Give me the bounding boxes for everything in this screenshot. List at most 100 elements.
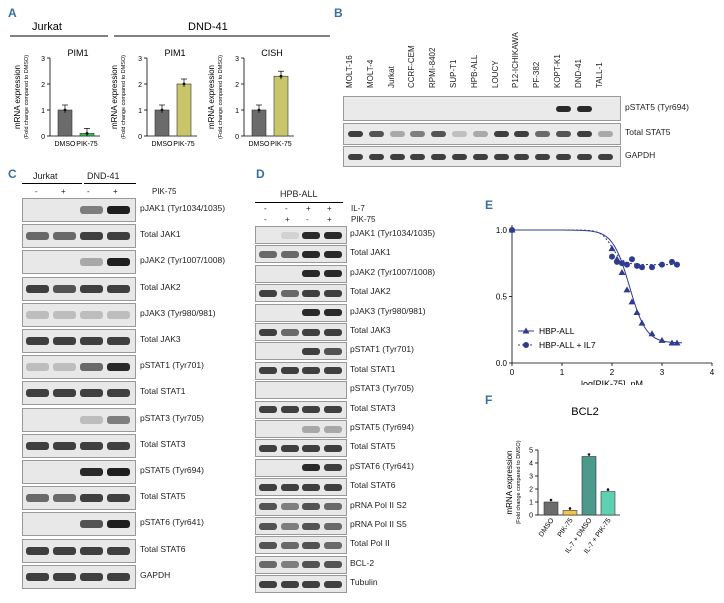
panel-c-band — [80, 441, 103, 450]
panel-d-blot — [255, 381, 347, 400]
panel-d-band — [302, 483, 320, 491]
panel-e-legend-marker — [522, 327, 530, 334]
panel-b-band — [597, 131, 613, 137]
panel-d-band — [280, 580, 299, 588]
panel-c-underline-dnd41 — [84, 183, 136, 184]
panel-d-pik75-sign: + — [327, 215, 332, 224]
panel-b-blot — [343, 96, 621, 121]
panel-c-blot — [22, 224, 136, 249]
panel-c-band — [26, 284, 49, 293]
panel-d-blot — [255, 458, 347, 477]
panel-c-cell-jurkat: Jurkat — [33, 171, 58, 181]
panel-d-band — [259, 503, 277, 511]
panel-d-blot-label: Total STAT6 — [350, 480, 396, 491]
panel-b-blot — [343, 123, 621, 145]
panel-d-blot-label: Total STAT1 — [350, 363, 396, 374]
panel-c-band — [107, 337, 130, 345]
panel-b-band — [493, 131, 509, 137]
panel-d-band — [259, 444, 277, 452]
panel-b-band — [597, 153, 613, 160]
panel-c-band — [107, 415, 130, 424]
panel-e-fit-hbp-all — [512, 229, 682, 344]
panel-e-point-hbp-all — [658, 336, 666, 343]
panel-e-legend-label: HBP-ALL — [539, 326, 575, 336]
panel-e-point-hbp-all — [628, 298, 636, 305]
panel-c-band — [80, 494, 103, 503]
panel-d-il7-sign: + — [327, 204, 332, 213]
panel-b-band — [576, 131, 592, 137]
panel-d-band — [302, 541, 320, 549]
panel-d-blot — [255, 226, 347, 244]
panel-d-blot-label: Total JAK2 — [350, 286, 391, 297]
panel-d-il7-sign: - — [264, 204, 267, 213]
panel-d-blot-label: Tubulin — [350, 577, 378, 588]
panel-c-band — [53, 284, 76, 293]
panel-d-blot-label: pJAK2 (Tyr1007/1008) — [350, 266, 436, 277]
panel-b-lane-label: PF-382 — [532, 61, 542, 88]
panel-c-band — [26, 363, 49, 372]
panel-e-point-hbp-all — [673, 339, 681, 346]
panel-c-band — [53, 389, 76, 398]
panel-a-bar — [154, 109, 170, 137]
panel-e-xtick-label: 4 — [710, 368, 715, 377]
panel-b-band — [576, 153, 592, 160]
panel-d-blot — [255, 517, 347, 535]
panel-d-band — [323, 270, 342, 278]
panel-b-band — [556, 153, 571, 160]
panel-d-band — [323, 367, 342, 375]
panel-c-blot-label: pSTAT6 (Tyr641) — [140, 517, 204, 528]
panel-d-band — [323, 464, 342, 472]
panel-d-blot-label: pRNA Pol II S5 — [350, 519, 407, 529]
panel-c-band — [80, 310, 103, 319]
panel-a-ytick-label: 3 — [235, 56, 239, 63]
panel-c-band — [26, 494, 49, 503]
panel-d-band — [259, 367, 277, 375]
panel-d-band — [323, 309, 342, 317]
panel-d-band — [302, 367, 320, 375]
panel-f-title: BCL2 — [571, 406, 599, 418]
panel-d-band — [302, 522, 320, 530]
panel-c-blot — [22, 486, 136, 511]
panel-d-blot-label: BCL-2 — [350, 557, 375, 568]
panel-d-blot — [255, 439, 347, 458]
panel-label-a: A — [8, 6, 17, 20]
panel-e-point-hbp-all — [608, 245, 616, 252]
panel-b-band — [576, 105, 592, 112]
panel-d-blot-label: pSTAT1 (Tyr701) — [350, 344, 414, 355]
panel-c-cell-dnd41: DND-41 — [87, 171, 120, 181]
panel-a-ylabel: mRNA expression — [110, 65, 119, 129]
panel-d-band — [323, 503, 342, 511]
panel-b-band — [535, 131, 551, 137]
panel-c-band — [107, 284, 130, 293]
panel-d-band — [259, 541, 277, 549]
panel-d-band — [280, 328, 299, 336]
panel-c-blot — [22, 433, 136, 458]
panel-a-xtick-label: PIK-75 — [76, 141, 98, 148]
panel-e-point-hbp-all — [633, 308, 641, 315]
panel-a-point — [85, 132, 89, 135]
panel-e-ytick-label: 0.5 — [496, 293, 508, 302]
panel-d-band — [302, 328, 320, 336]
panel-d-blot — [255, 264, 347, 283]
panel-e-ytick-label: 1.0 — [496, 226, 508, 235]
panel-c-band — [53, 337, 76, 345]
panel-a-plot-3: CISH mRNA expression (Fold change compared… — [207, 48, 294, 148]
panel-d-band — [302, 309, 320, 317]
panel-d-band — [323, 250, 342, 258]
panel-d-band — [259, 289, 277, 297]
panel-b-band — [452, 131, 467, 137]
panel-c-band — [107, 363, 130, 372]
panel-f-bar — [581, 456, 597, 516]
panel-d-band — [280, 250, 299, 258]
panel-e-xlabel: log[PIK-75], nM — [581, 379, 643, 385]
panel-b-band — [389, 153, 405, 160]
panel-d-band — [302, 444, 320, 452]
panel-a-point — [182, 82, 186, 86]
panel-c-blot-label: pJAK2 (Tyr1007/1008) — [140, 255, 226, 266]
panel-d: HPB-ALL - - + + - + - + IL-7 PIK-75 pJAK1 (Tyr1… — [250, 165, 485, 598]
panel-c-band — [107, 310, 130, 319]
panel-d-band — [302, 231, 320, 239]
panel-d-pik75-sign: - — [264, 215, 267, 224]
panel-b-band — [348, 153, 363, 160]
